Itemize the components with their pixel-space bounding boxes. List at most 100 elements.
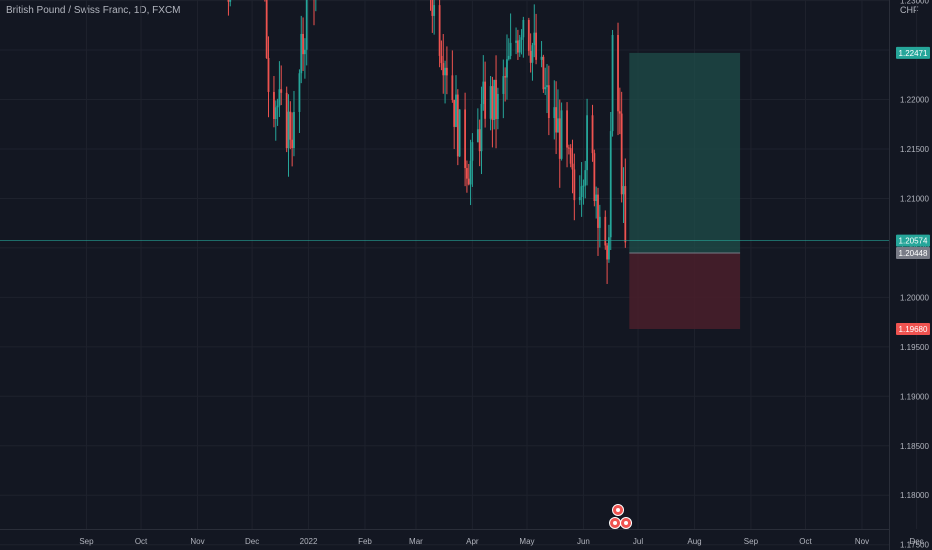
candle-body: [466, 168, 468, 179]
time-axis[interactable]: Sep Oct Nov Dec 2022 Feb Mar Apr May Jun Jul Aug Sep…: [79, 537, 923, 546]
event-dot: [613, 521, 618, 525]
grid: [0, 0, 918, 546]
candle-body: [300, 33, 303, 74]
candle-body: [620, 113, 623, 195]
candle-body: [520, 37, 523, 40]
candle-body: [569, 148, 572, 164]
x-tick-label: Feb: [358, 537, 372, 546]
candle-body: [476, 129, 479, 143]
x-tick-label: May: [519, 537, 534, 546]
candle-body: [515, 40, 517, 43]
candle-body: [522, 19, 525, 38]
x-tick-label: Dec: [245, 537, 259, 546]
candle-body: [482, 81, 485, 104]
candle-body: [611, 34, 614, 132]
candle-body: [553, 107, 556, 119]
profit-zone[interactable]: [629, 52, 741, 254]
axis-separator: [889, 0, 890, 550]
candle-body: [595, 194, 598, 201]
stop-price-badge-text: 1.19680: [899, 325, 928, 334]
y-tick-label: 1.18500: [900, 442, 929, 451]
candle-body: [451, 75, 454, 101]
x-tick-label: Oct: [135, 537, 148, 546]
candle-body: [480, 103, 483, 152]
candle-body: [560, 110, 563, 159]
candle-body: [580, 186, 583, 198]
x-tick-label: Nov: [855, 537, 869, 546]
candle-body: [507, 55, 510, 60]
candle-body: [586, 115, 588, 171]
candle-body: [582, 185, 585, 187]
current-price-badge-text: 1.20574: [899, 237, 928, 246]
candle-body: [227, 0, 230, 2]
candle-body: [618, 111, 621, 114]
candle-body: [502, 76, 505, 94]
candle-body: [542, 56, 545, 90]
candle-body: [609, 131, 612, 238]
candle-body: [458, 109, 461, 157]
candle-body: [287, 111, 290, 149]
candle-body: [604, 216, 607, 246]
loss-zone[interactable]: [629, 253, 741, 330]
candle-body: [509, 42, 512, 56]
candle-body: [273, 91, 275, 119]
candle-body: [597, 194, 599, 228]
candle-body: [555, 107, 558, 133]
candle-body: [484, 81, 487, 119]
candle-body: [278, 89, 281, 106]
candle-body: [464, 109, 466, 169]
candle-body: [491, 86, 494, 121]
y-tick-label: 1.22000: [900, 96, 929, 105]
y-tick-label: 1.20000: [900, 293, 929, 302]
candle-body: [527, 19, 530, 51]
candle-body: [291, 139, 294, 149]
x-tick-label: Nov: [190, 537, 204, 546]
x-tick-label: Jun: [577, 537, 590, 546]
candle-body: [584, 170, 587, 186]
candle-body: [557, 118, 559, 133]
x-tick-label: 2022: [300, 537, 318, 546]
x-tick-label: Aug: [687, 537, 701, 546]
candle-body: [567, 147, 570, 149]
y-tick-label: 1.17500: [900, 541, 929, 550]
event-markers[interactable]: [609, 504, 633, 529]
candle-body: [302, 33, 304, 55]
x-tick-label: Sep: [744, 537, 759, 546]
candles: [227, 0, 627, 284]
candle-body: [598, 216, 601, 228]
candle-body: [285, 92, 288, 149]
candle-body: [544, 87, 547, 90]
price-badges: 1.22471 1.20574 1.20448 1.19680: [896, 46, 930, 336]
candle-body: [438, 5, 441, 56]
candle-body: [540, 56, 543, 60]
x-tick-label: Apr: [466, 537, 479, 546]
y-tick-label: 1.19000: [900, 392, 929, 401]
x-tick-label: Mar: [409, 537, 423, 546]
position-tool[interactable]: [629, 52, 741, 330]
candle-body: [489, 86, 492, 119]
candle-body: [444, 67, 446, 76]
candle-body: [593, 153, 596, 201]
candle-body: [280, 89, 283, 93]
x-tick-label: Sep: [79, 537, 94, 546]
price-axis[interactable]: 1.275001.270001.265001.260001.255001.250…: [900, 0, 929, 550]
candle-body: [453, 100, 456, 127]
y-tick-label: 1.19500: [900, 343, 929, 352]
candle-body: [471, 142, 474, 161]
candle-body: [622, 186, 625, 195]
y-tick-label: 1.23000: [900, 0, 929, 6]
stop-price-badge: [896, 323, 930, 336]
candle-body: [445, 67, 448, 76]
candle-body: [504, 76, 507, 78]
time-axis-separator: [0, 529, 889, 530]
candle-body: [469, 160, 472, 185]
entry-price-badge: [896, 247, 930, 260]
candle-body: [566, 110, 568, 148]
candle-body: [456, 94, 459, 157]
candle-body: [547, 85, 550, 119]
candle-body: [535, 32, 537, 60]
candle-body: [531, 45, 534, 63]
candle-body: [495, 79, 497, 119]
y-tick-label: 1.18000: [900, 491, 929, 500]
